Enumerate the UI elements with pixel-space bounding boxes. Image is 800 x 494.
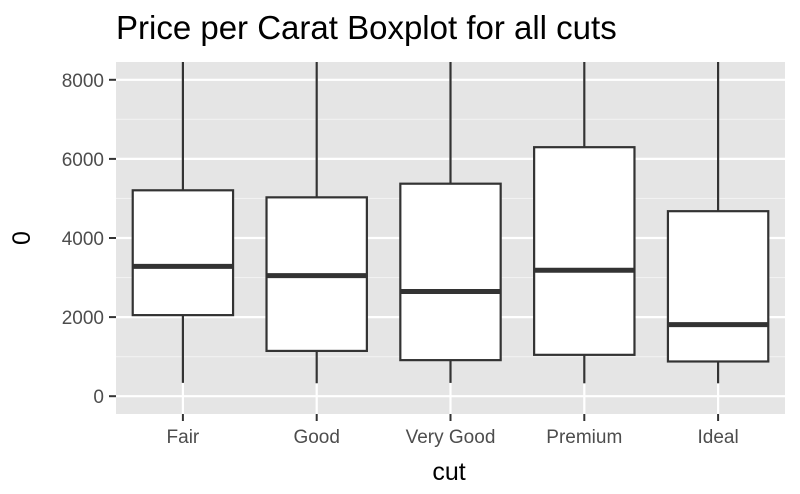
box-premium — [533, 62, 636, 384]
iqr-box — [131, 189, 235, 317]
x-tick-label: Very Good — [406, 427, 496, 448]
box-ideal — [666, 62, 770, 384]
x-tick-label: Good — [293, 427, 339, 448]
iqr-box — [666, 210, 770, 363]
box-fair — [131, 62, 235, 383]
y-tick-label: 0 — [93, 387, 104, 408]
iqr-box — [399, 182, 502, 362]
y-tick-label: 4000 — [62, 229, 104, 250]
y-axis: 0 2000 4000 6000 8000 — [62, 71, 116, 408]
box-very-good — [399, 62, 502, 383]
x-tick-label: Ideal — [697, 427, 738, 448]
y-tick-label: 8000 — [62, 71, 104, 92]
x-axis-title: cut — [432, 458, 465, 486]
boxes-group — [131, 62, 770, 384]
iqr-box — [533, 146, 636, 356]
x-axis: Fair Good Very Good Premium Ideal — [167, 414, 739, 448]
x-tick-label: Fair — [167, 427, 200, 448]
y-axis-title: 0 — [8, 231, 36, 245]
x-tick-label: Premium — [546, 427, 622, 448]
box-good — [265, 62, 368, 384]
y-tick-label: 6000 — [62, 150, 104, 171]
chart-title: Price per Carat Boxplot for all cuts — [116, 9, 617, 46]
y-tick-label: 2000 — [62, 308, 104, 329]
